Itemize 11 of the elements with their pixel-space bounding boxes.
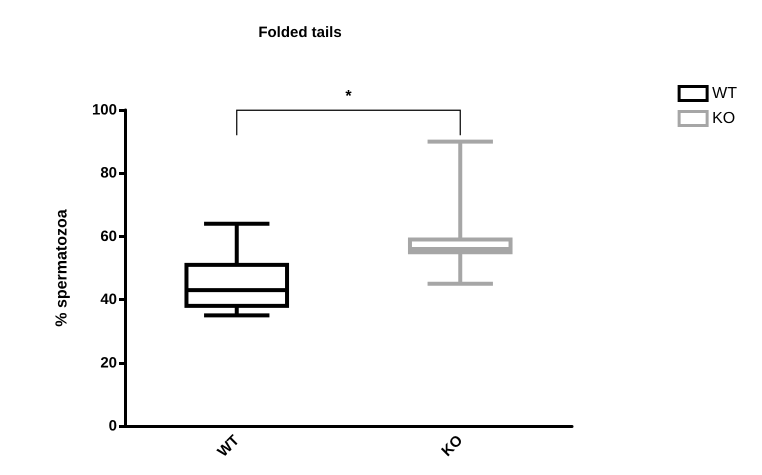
y-axis-title: % spermatozoa — [54, 209, 70, 327]
y-tick-label: 20 — [100, 354, 117, 372]
legend-label: WT — [712, 85, 738, 102]
y-tick-label: 0 — [108, 418, 117, 434]
text: * — [344, 88, 353, 106]
chart-title: Folded tails — [258, 24, 342, 41]
y-tick-label: 60 — [100, 228, 117, 245]
legend-label: KO — [712, 110, 736, 127]
y-tick-label: 100 — [92, 102, 117, 118]
y-tick-label: 80 — [100, 164, 117, 182]
y-tick-label: 40 — [100, 291, 117, 308]
